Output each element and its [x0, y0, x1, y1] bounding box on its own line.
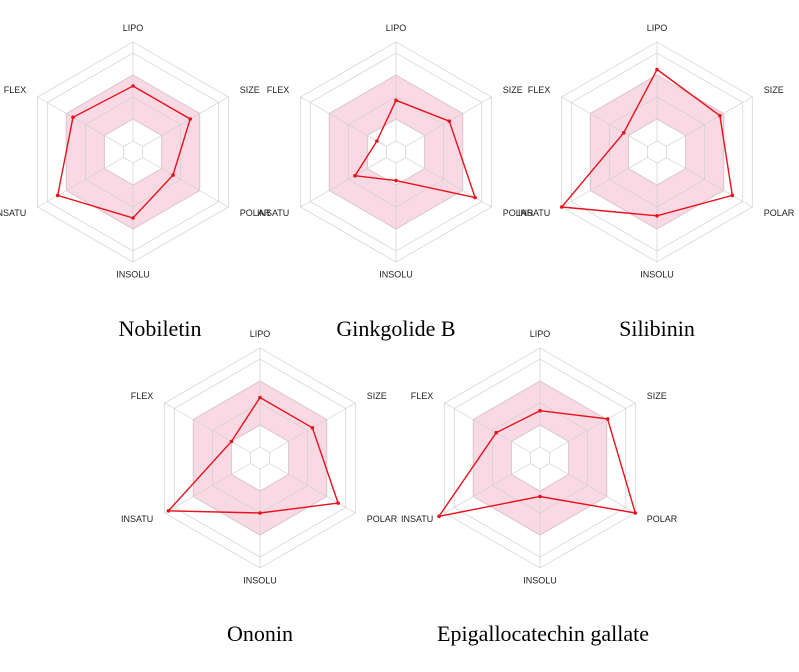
data-point-flex: [494, 430, 499, 435]
data-point-insolu: [131, 216, 135, 220]
data-point-size: [605, 417, 610, 421]
axis-label-insolu: INSOLU: [379, 270, 413, 280]
axis-spoke: [300, 96, 387, 147]
data-point-size: [188, 117, 192, 121]
axis-label-polar: POLAR: [764, 208, 795, 218]
data-point-polar: [730, 193, 735, 198]
axis-label-flex: FLEX: [528, 85, 551, 95]
data-point-insolu: [655, 214, 659, 218]
axis-label-insatu: INSATU: [518, 208, 550, 218]
axis-label-size: SIZE: [240, 85, 260, 95]
data-point-insatu: [559, 205, 564, 209]
panel-title: Epigallocatechin gallate: [437, 621, 649, 646]
axis-label-size: SIZE: [367, 391, 387, 401]
axis-spoke: [164, 463, 251, 514]
axis-label-lipo: LIPO: [386, 23, 407, 33]
radar-panel-epigallocatechin-gallate: LIPO SIZE POLAR INSOLU INSATU FLEX Epigallocat…: [401, 329, 678, 646]
axis-label-insolu: INSOLU: [640, 270, 674, 280]
axis-label-insolu: INSOLU: [243, 576, 277, 586]
data-point-lipo: [258, 395, 262, 400]
axis-label-lipo: LIPO: [250, 329, 271, 339]
panel-title: Nobiletin: [118, 316, 201, 341]
axis-label-flex: FLEX: [267, 85, 290, 95]
axis-label-polar: POLAR: [367, 514, 398, 524]
axis-spoke: [300, 157, 387, 208]
data-point-size: [447, 119, 452, 123]
axis-spoke: [164, 402, 251, 453]
panel-title: Ginkgolide B: [336, 316, 455, 341]
axis-label-polar: POLAR: [647, 514, 678, 524]
data-point-insolu: [394, 178, 398, 183]
axis-label-size: SIZE: [764, 85, 784, 95]
axis-label-flex: FLEX: [411, 391, 434, 401]
radar-panel-nobiletin: LIPO SIZE POLAR INSOLU INSATU FLEX Nobiletin: [0, 23, 271, 341]
axis-spoke: [561, 157, 648, 208]
data-point-insatu: [55, 193, 60, 198]
data-point-size: [718, 113, 722, 118]
panel-title: Silibinin: [619, 316, 695, 341]
data-point-size: [310, 426, 315, 430]
axis-label-size: SIZE: [647, 391, 667, 401]
axis-label-size: SIZE: [503, 85, 523, 95]
axis-spoke: [142, 157, 229, 208]
axis-spoke: [269, 463, 356, 514]
data-point-polar: [336, 501, 340, 505]
axis-label-insatu: INSATU: [401, 514, 433, 524]
axis-spoke: [444, 402, 531, 453]
axis-label-lipo: LIPO: [123, 23, 144, 33]
data-point-insolu: [258, 511, 262, 515]
axis-spoke: [405, 157, 492, 208]
axis-label-flex: FLEX: [131, 391, 154, 401]
data-point-insolu: [538, 494, 542, 499]
axis-label-insolu: INSOLU: [523, 576, 557, 586]
panel-title: Ononin: [227, 621, 293, 646]
axis-spoke: [561, 96, 648, 147]
data-point-flex: [621, 131, 626, 135]
axis-label-flex: FLEX: [4, 85, 27, 95]
axis-spoke: [666, 157, 753, 208]
axis-spoke: [37, 157, 124, 208]
data-point-flex: [229, 439, 234, 444]
data-point-polar: [473, 195, 477, 200]
data-point-lipo: [655, 67, 659, 72]
axis-label-insolu: INSOLU: [116, 270, 150, 280]
radar-panel-silibinin: LIPO SIZE POLAR INSOLU INSATU FLEX Silibinin: [518, 23, 795, 341]
axis-label-insatu: INSATU: [121, 514, 153, 524]
axis-label-polar: POLAR: [240, 208, 271, 218]
data-point-flex: [71, 115, 75, 120]
axis-label-insatu: INSATU: [0, 208, 26, 218]
data-point-insatu: [166, 509, 171, 513]
data-point-lipo: [394, 98, 398, 103]
axis-spoke: [444, 463, 531, 514]
axis-label-polar: POLAR: [503, 208, 534, 218]
axis-spoke: [549, 402, 636, 453]
radar-panel-ononin: LIPO SIZE POLAR INSOLU INSATU FLEX Ononin: [121, 329, 398, 646]
data-point-flex: [375, 139, 379, 143]
axis-spoke: [549, 463, 636, 514]
axis-spoke: [142, 96, 229, 147]
data-point-polar: [171, 173, 175, 177]
radar-panel-ginkgolide-b: LIPO SIZE POLAR INSOLU INSATU FLEX Ginkgolide …: [257, 23, 534, 341]
axis-spoke: [666, 96, 753, 147]
data-point-lipo: [538, 408, 542, 413]
data-point-polar: [633, 511, 638, 515]
data-point-insatu: [353, 173, 357, 178]
data-point-lipo: [131, 84, 135, 88]
axis-spoke: [37, 96, 124, 147]
axis-label-lipo: LIPO: [530, 329, 551, 339]
data-point-insatu: [437, 514, 441, 519]
axis-label-lipo: LIPO: [647, 23, 668, 33]
axis-label-insatu: INSATU: [257, 208, 289, 218]
